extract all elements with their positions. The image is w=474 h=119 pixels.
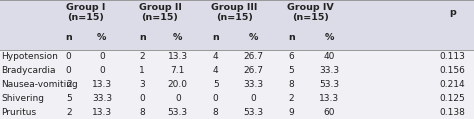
Text: 6: 6 (289, 52, 294, 61)
Text: 8: 8 (289, 80, 294, 89)
Text: 53.3: 53.3 (244, 108, 264, 117)
Text: 53.3: 53.3 (319, 80, 339, 89)
Text: 4: 4 (213, 66, 219, 75)
Text: 8: 8 (139, 108, 145, 117)
Text: 5: 5 (66, 94, 72, 103)
Text: %: % (173, 33, 182, 42)
Text: 0.113: 0.113 (440, 52, 465, 61)
Text: Group I
(n=15): Group I (n=15) (65, 3, 105, 22)
Bar (0, 105, 474, 119)
Text: 0.214: 0.214 (440, 80, 465, 89)
Text: 13.3: 13.3 (168, 52, 188, 61)
Text: 33.3: 33.3 (92, 94, 112, 103)
Text: 40: 40 (324, 52, 335, 61)
Text: p: p (449, 8, 456, 17)
Text: 26.7: 26.7 (244, 66, 264, 75)
Text: n: n (288, 33, 295, 42)
Text: Pruritus: Pruritus (1, 108, 36, 117)
Bar (0, 91, 474, 105)
Text: 0: 0 (66, 52, 72, 61)
Text: 8: 8 (213, 108, 219, 117)
Bar (0, 50, 474, 64)
Text: Group II
(n=15): Group II (n=15) (138, 3, 182, 22)
Text: 0: 0 (99, 52, 105, 61)
Text: 0: 0 (175, 94, 181, 103)
Text: 0: 0 (99, 66, 105, 75)
Text: 5: 5 (213, 80, 219, 89)
Text: 13.3: 13.3 (92, 108, 112, 117)
Text: %: % (249, 33, 258, 42)
Text: 26.7: 26.7 (244, 52, 264, 61)
Text: 13.3: 13.3 (319, 94, 339, 103)
Text: 9: 9 (289, 108, 294, 117)
Text: 4: 4 (213, 52, 219, 61)
Text: n: n (139, 33, 146, 42)
Text: 53.3: 53.3 (168, 108, 188, 117)
Text: Hypotension: Hypotension (1, 52, 58, 61)
Text: 20.0: 20.0 (168, 80, 188, 89)
Text: 2: 2 (66, 80, 72, 89)
Text: 2: 2 (66, 108, 72, 117)
Bar (0, 64, 474, 78)
Text: 2: 2 (289, 94, 294, 103)
Text: %: % (97, 33, 107, 42)
Text: 0.125: 0.125 (440, 94, 465, 103)
Text: 1: 1 (139, 66, 145, 75)
Text: Group IV
(n=15): Group IV (n=15) (287, 3, 334, 22)
Text: Nausea-vomiting: Nausea-vomiting (1, 80, 78, 89)
Text: 0: 0 (139, 94, 145, 103)
Text: n: n (212, 33, 219, 42)
Text: 33.3: 33.3 (244, 80, 264, 89)
Bar (0, 78, 474, 91)
Text: Bradycardia: Bradycardia (1, 66, 55, 75)
Text: n: n (65, 33, 72, 42)
Text: 3: 3 (139, 80, 145, 89)
Text: %: % (325, 33, 334, 42)
Text: 2: 2 (139, 52, 145, 61)
Text: 0: 0 (66, 66, 72, 75)
Text: Group III
(n=15): Group III (n=15) (211, 3, 258, 22)
Text: 0.156: 0.156 (440, 66, 465, 75)
Text: 5: 5 (289, 66, 294, 75)
Text: 7.1: 7.1 (171, 66, 185, 75)
Text: Shivering: Shivering (1, 94, 44, 103)
Text: 60: 60 (324, 108, 335, 117)
Text: 33.3: 33.3 (319, 66, 339, 75)
Bar (0, 0, 474, 25)
Text: 13.3: 13.3 (92, 80, 112, 89)
Text: 0: 0 (251, 94, 256, 103)
Text: 0.138: 0.138 (440, 108, 465, 117)
Bar (0, 25, 474, 50)
Text: 0: 0 (213, 94, 219, 103)
